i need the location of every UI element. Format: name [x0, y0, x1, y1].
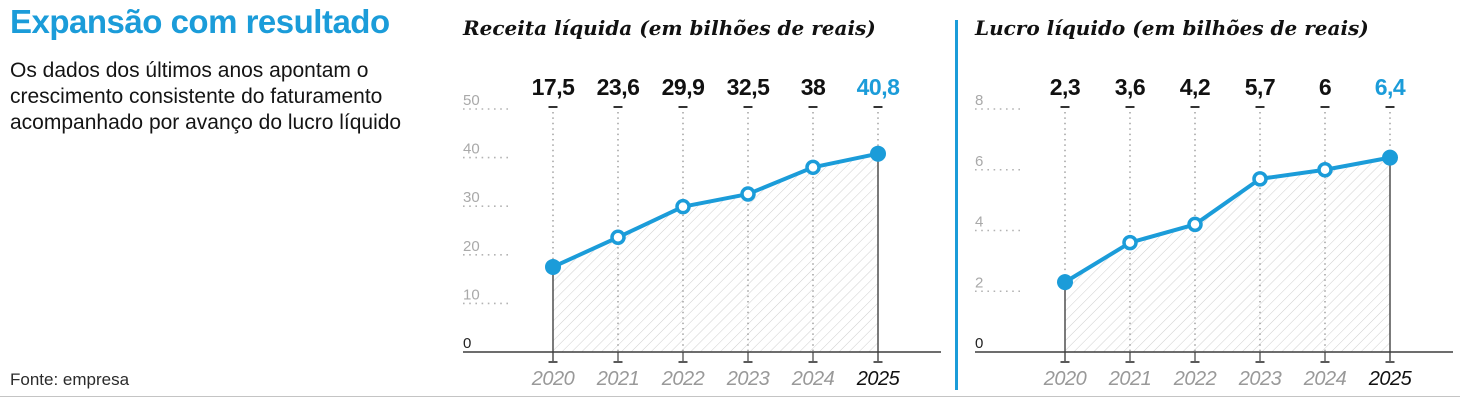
subtitle-line: crescimento consistente do faturamento: [10, 85, 383, 108]
y-tick-label: 10: [463, 286, 480, 303]
value-label: 32,5: [727, 74, 770, 100]
year-label: 2024: [791, 368, 835, 390]
y-tick-label: 30: [463, 189, 480, 206]
y-tick-label: 50: [463, 92, 480, 109]
year-label: 2020: [531, 368, 575, 390]
year-label: 2024: [1303, 368, 1347, 390]
year-label: 2025: [1368, 368, 1413, 390]
y-tick-label: 4: [975, 214, 983, 231]
line-chart-receita: 0 10 20 30 40 50 17,5 23,6 29,9 32,5 38 40,8 2020 202…: [463, 74, 941, 390]
year-label: 2021: [596, 368, 640, 390]
y-tick-label: 20: [463, 238, 480, 255]
subtitle-line: Os dados dos últimos anos apontam o: [10, 59, 369, 82]
value-label: 4,2: [1180, 74, 1210, 100]
data-point-open: [610, 229, 626, 246]
area-fill: [553, 153, 878, 352]
area-fill: [1065, 157, 1390, 352]
value-label: 5,7: [1245, 74, 1275, 100]
value-label: 6: [1319, 74, 1331, 100]
value-label: 3,6: [1115, 74, 1145, 100]
page-title: Expansão com resultado: [10, 3, 390, 40]
value-label: 29,9: [662, 74, 705, 100]
value-label: 17,5: [532, 74, 575, 100]
data-point-solid: [870, 145, 886, 162]
y-tick-label: 2: [975, 274, 983, 291]
year-label: 2022: [661, 368, 705, 390]
data-point-open: [1122, 234, 1138, 251]
bottom-hairline: [0, 396, 1460, 397]
y-tick-label: 0: [975, 335, 983, 352]
value-label: 6,4: [1375, 74, 1406, 100]
year-label: 2023: [1238, 368, 1282, 390]
source-note: Fonte: empresa: [10, 370, 130, 389]
page-subtitle: Os dados dos últimos anos apontam o cres…: [10, 58, 440, 136]
chart-title: Lucro líquido (em bilhões de reais): [975, 16, 1369, 40]
y-tick-label: 6: [975, 153, 983, 170]
year-label: 2021: [1108, 368, 1152, 390]
data-point-open: [1187, 216, 1203, 233]
data-point-solid: [1382, 149, 1398, 166]
vertical-divider: [955, 20, 958, 390]
year-label: 2020: [1043, 368, 1087, 390]
data-point-open: [740, 186, 756, 202]
chart-receita-liquida: Receita líquida (em bilhões de reais) 0 1…: [458, 0, 963, 400]
line-chart-lucro: 0 2 4 6 8 2,3 3,6 4,2 5,7 6 6,4 2020 2021 2022 2023 202…: [975, 74, 1453, 390]
data-line: [1063, 155, 1392, 285]
value-label: 40,8: [857, 74, 900, 100]
year-label: 2022: [1173, 368, 1217, 390]
value-label: 2,3: [1050, 74, 1080, 100]
data-point-open: [1252, 171, 1268, 187]
value-label: 23,6: [597, 74, 640, 100]
subtitle-line: acompanhado por avanço do lucro líquido: [10, 111, 402, 134]
y-tick-label: 0: [463, 335, 471, 352]
data-point-open: [675, 198, 691, 215]
year-label: 2025: [856, 368, 901, 390]
data-point-open: [1317, 162, 1333, 178]
year-label: 2023: [726, 368, 770, 390]
y-tick-label: 8: [975, 92, 983, 109]
chart-title: Receita líquida (em bilhões de reais): [463, 16, 876, 40]
data-point-solid: [545, 258, 561, 275]
chart-lucro-liquido: Lucro líquido (em bilhões de reais) 0 2 4 6…: [970, 0, 1460, 400]
data-point-solid: [1057, 274, 1073, 291]
value-label: 38: [801, 74, 826, 100]
data-point-open: [805, 159, 821, 176]
y-tick-label: 40: [463, 141, 480, 158]
data-line: [551, 151, 880, 269]
